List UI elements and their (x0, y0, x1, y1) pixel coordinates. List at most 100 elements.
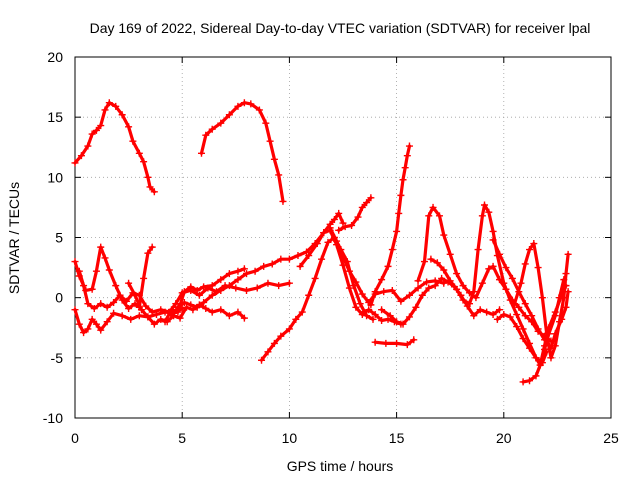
data-point (105, 266, 113, 274)
data-point (225, 312, 233, 320)
y-axis-label: SDTVAR / TECUs (6, 182, 22, 294)
data-point (333, 237, 341, 245)
data-point (425, 212, 433, 220)
data-point (521, 260, 529, 268)
data-point (431, 282, 439, 290)
data-point (97, 300, 105, 308)
data-point (371, 311, 379, 319)
data-point (174, 303, 182, 311)
data-point (330, 215, 338, 223)
data-point (483, 308, 491, 316)
data-point (84, 142, 92, 150)
x-tick-label: 20 (496, 430, 512, 446)
data-point (80, 329, 88, 337)
data-point (506, 313, 514, 321)
data-point (71, 306, 79, 314)
data-point (412, 303, 420, 311)
data-point (140, 274, 148, 282)
data-series (71, 99, 572, 386)
series-track-11 (335, 194, 375, 234)
data-point (195, 291, 203, 299)
data-point (131, 291, 139, 299)
data-point (140, 158, 148, 166)
data-point (311, 274, 319, 282)
data-point (393, 339, 401, 347)
data-point (500, 311, 508, 319)
x-tick-label: 0 (71, 430, 79, 446)
data-point (253, 284, 261, 292)
data-point (157, 315, 165, 323)
data-point (105, 99, 113, 107)
data-point (532, 354, 540, 362)
data-point (403, 341, 411, 349)
data-point (526, 344, 534, 352)
series-track-16 (414, 203, 555, 345)
data-point (88, 285, 96, 293)
series-track-1 (71, 99, 158, 196)
series-track-2 (197, 99, 287, 205)
data-point (135, 312, 143, 320)
y-tick-label: 5 (55, 230, 63, 246)
data-point (506, 296, 514, 304)
data-point (240, 265, 248, 273)
data-point (103, 303, 111, 311)
data-point (556, 294, 564, 302)
data-point (262, 119, 270, 127)
data-point (489, 311, 497, 319)
data-point (146, 183, 154, 191)
data-point (384, 315, 392, 323)
data-point (148, 243, 156, 251)
data-point (493, 315, 501, 323)
data-point (414, 284, 422, 292)
data-point (382, 339, 390, 347)
data-point (433, 259, 441, 267)
data-point (478, 212, 486, 220)
data-point (399, 176, 407, 184)
y-tick-label: -5 (51, 350, 64, 366)
data-point (378, 317, 386, 325)
data-point (470, 288, 478, 296)
series-track-12 (326, 224, 448, 306)
data-point (217, 306, 225, 314)
data-point (243, 270, 251, 278)
data-point (298, 308, 306, 316)
data-point (418, 291, 426, 299)
data-point (556, 318, 564, 326)
data-point (470, 312, 478, 320)
data-point (399, 320, 407, 328)
data-point (125, 304, 133, 312)
data-point (84, 325, 92, 333)
data-point (77, 152, 85, 160)
data-point (551, 342, 559, 350)
data-point (339, 253, 347, 261)
data-point (513, 323, 521, 331)
data-point (277, 255, 285, 263)
data-point (137, 306, 145, 314)
data-point (365, 306, 373, 314)
data-point (279, 197, 287, 205)
data-point (521, 300, 529, 308)
data-point (326, 224, 334, 232)
data-point (129, 137, 137, 145)
data-point (481, 201, 489, 209)
data-point (378, 306, 386, 314)
data-point (371, 288, 379, 296)
data-point (234, 308, 242, 316)
data-point (393, 227, 401, 235)
data-point (285, 279, 293, 287)
data-point (217, 286, 225, 294)
data-point (453, 285, 461, 293)
data-point (80, 282, 88, 290)
data-point (112, 102, 120, 110)
data-point (90, 304, 98, 312)
data-point (446, 250, 454, 258)
data-point (305, 252, 313, 260)
data-point (161, 318, 169, 326)
data-point (101, 254, 109, 262)
data-point (148, 308, 156, 316)
data-point (545, 330, 553, 338)
data-point (519, 325, 527, 333)
data-point (511, 300, 519, 308)
data-point (268, 260, 276, 268)
data-point (397, 191, 405, 199)
